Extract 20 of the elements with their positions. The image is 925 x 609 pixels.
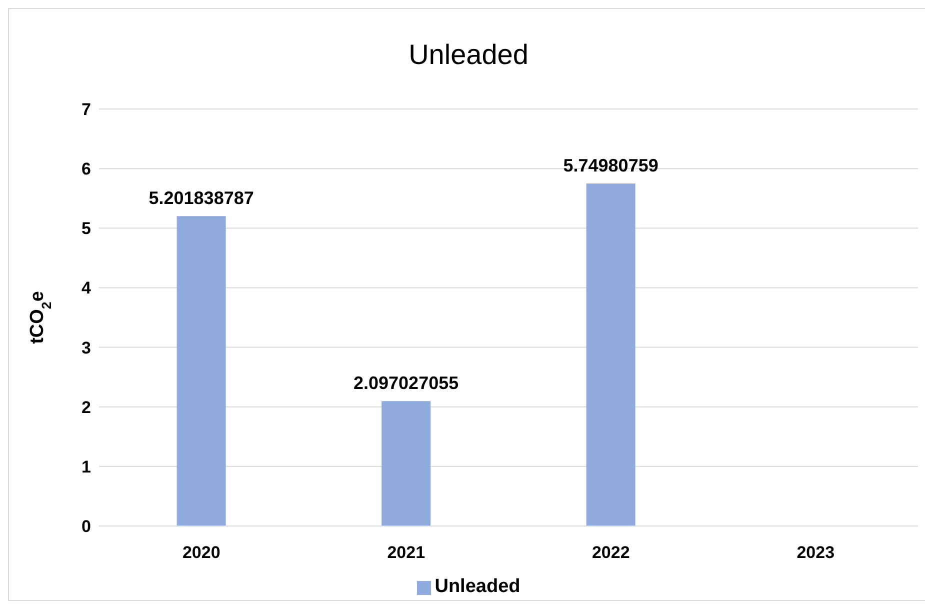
data-label: 5.74980759 (563, 155, 658, 176)
y-tick-label: 0 (82, 517, 91, 536)
bar (382, 401, 431, 526)
chart-title: Unleaded (408, 39, 530, 71)
bar (586, 183, 636, 526)
y-tick-label: 7 (82, 100, 91, 120)
legend-label: Unleaded (434, 576, 520, 597)
y-tick-label: 1 (82, 457, 91, 476)
bar (176, 216, 226, 526)
data-label: 5.201838787 (148, 188, 254, 208)
y-tick-label: 3 (82, 338, 91, 358)
y-tick-label: 4 (82, 278, 92, 298)
x-tick-label: 2021 (387, 543, 426, 562)
data-label: 2.097027055 (354, 373, 459, 394)
y-tick-label: 2 (82, 398, 91, 417)
x-tick-label: 2020 (182, 543, 220, 562)
x-tick-label: 2022 (592, 543, 630, 562)
y-tick-label: 5 (82, 219, 91, 238)
x-tick-label: 2023 (796, 543, 835, 562)
y-tick-label: 6 (82, 160, 91, 179)
